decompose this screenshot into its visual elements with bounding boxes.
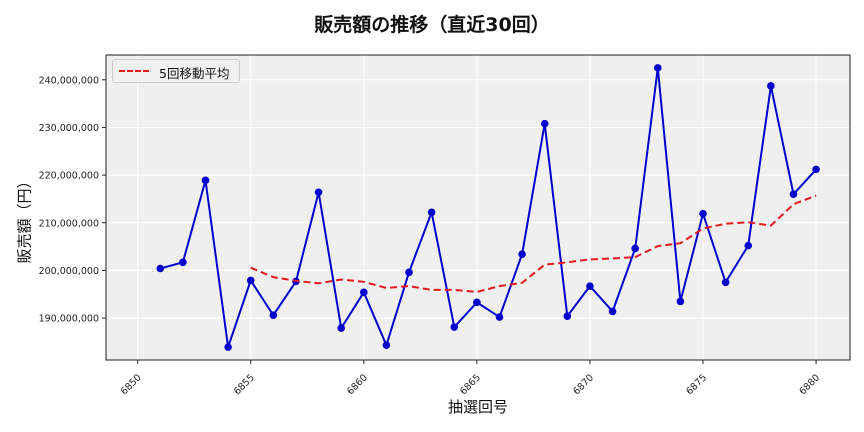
x-tick-label: 6855 — [232, 372, 257, 397]
x-tick-label: 6880 — [797, 372, 822, 397]
legend-swatch-moving-average — [119, 70, 149, 72]
data-point — [767, 82, 775, 90]
x-tick-label: 6870 — [571, 372, 596, 397]
data-point — [473, 298, 481, 307]
plot-background — [106, 55, 850, 360]
data-point — [744, 241, 753, 250]
data-point — [314, 188, 323, 197]
data-point — [359, 288, 368, 297]
x-tick-label: 6850 — [119, 372, 144, 397]
data-point — [269, 311, 278, 320]
y-tick-label: 200,000,000 — [39, 266, 99, 277]
data-point — [382, 341, 391, 350]
data-point — [676, 297, 685, 306]
x-tick-label: 6875 — [684, 372, 709, 397]
moving-average-line — [250, 194, 817, 293]
data-point — [699, 209, 707, 218]
data-point — [179, 258, 187, 267]
x-tick-label: 6860 — [345, 372, 370, 397]
data-point — [653, 64, 662, 72]
sales-line — [160, 67, 817, 349]
data-point — [518, 250, 526, 259]
data-point — [789, 190, 798, 198]
y-tick-label: 230,000,000 — [39, 123, 99, 134]
y-axis-label-text: 販売額（円） — [15, 173, 34, 264]
x-axis-label: 抽選回号 — [447, 398, 508, 416]
data-point — [405, 268, 413, 277]
data-point — [721, 278, 730, 287]
data-point — [563, 312, 572, 320]
legend-label-moving-average: 5回移動平均 — [159, 66, 230, 81]
y-tick-label: 210,000,000 — [39, 218, 99, 229]
y-tick-label: 240,000,000 — [39, 75, 99, 86]
data-point — [450, 323, 459, 331]
y-axis-label: 販売額（円） — [14, 174, 35, 264]
x-tick-label: 6865 — [458, 372, 483, 397]
data-point — [812, 165, 820, 174]
data-point — [586, 282, 594, 290]
data-point — [540, 119, 549, 128]
data-point — [224, 343, 232, 351]
data-point — [631, 244, 639, 253]
y-tick-label: 190,000,000 — [39, 314, 99, 325]
data-point — [495, 313, 504, 321]
data-point — [608, 307, 617, 316]
data-point — [201, 176, 210, 185]
data-point — [337, 324, 345, 332]
chart-title: 販売額の推移（直近30回） — [314, 14, 550, 36]
data-point — [427, 208, 436, 217]
axes-frame — [105, 54, 851, 361]
data-point — [246, 276, 255, 285]
legend: 5回移動平均 — [112, 59, 240, 83]
y-tick-label: 220,000,000 — [39, 171, 99, 182]
data-point — [156, 264, 165, 273]
